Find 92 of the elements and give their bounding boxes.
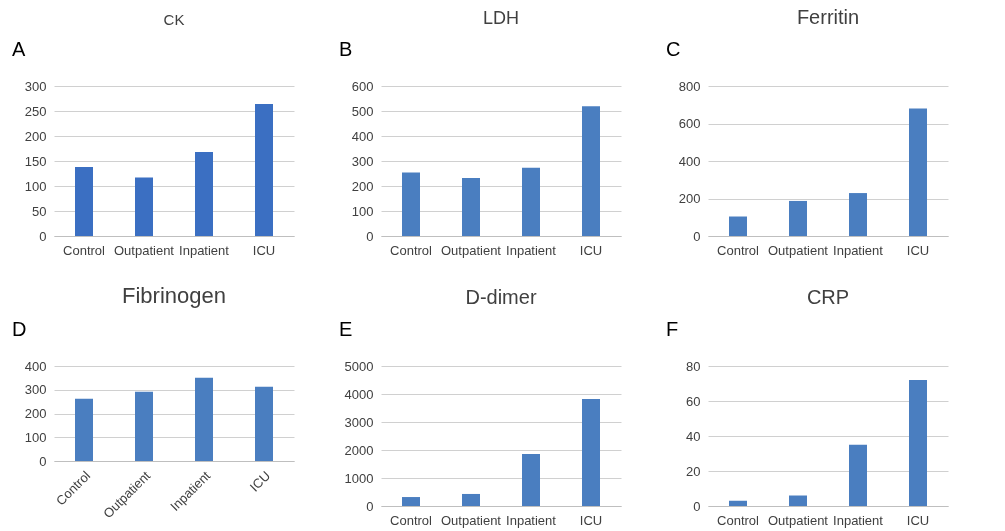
bar bbox=[789, 200, 807, 236]
x-tick-label: ICU bbox=[579, 512, 603, 528]
y-tick-label: 600 bbox=[351, 78, 374, 94]
chart-title: CRP bbox=[806, 286, 850, 308]
bar bbox=[195, 377, 213, 461]
y-tick-label: 300 bbox=[24, 382, 47, 398]
x-tick-label: ICU bbox=[252, 242, 276, 258]
y-tick-label: 4000 bbox=[344, 386, 374, 402]
chart-title: D-dimer bbox=[465, 286, 537, 308]
x-tick-label: Inpatient bbox=[506, 242, 557, 258]
bar bbox=[135, 177, 153, 236]
x-tick-label: Control bbox=[390, 242, 433, 258]
bar bbox=[789, 495, 807, 506]
x-tick-label: Outpatient bbox=[441, 512, 502, 528]
chart-title: Ferritin bbox=[796, 6, 860, 28]
x-tick-label: ICU bbox=[906, 512, 930, 528]
y-tick-label: 400 bbox=[24, 358, 47, 374]
x-tick-label: Control bbox=[717, 242, 760, 258]
text: D bbox=[12, 318, 27, 340]
y-tick-label: 40 bbox=[686, 428, 701, 444]
y-tick-label: 3000 bbox=[344, 414, 374, 430]
bar bbox=[909, 380, 927, 506]
text: E bbox=[339, 318, 353, 340]
y-tick-label: 100 bbox=[24, 429, 47, 445]
y-tick-label: 100 bbox=[351, 203, 374, 219]
bar bbox=[462, 493, 480, 506]
bar bbox=[135, 391, 153, 461]
y-tick-label: 50 bbox=[32, 203, 47, 219]
y-tick-label: 0 bbox=[693, 498, 701, 514]
y-tick-label: 5000 bbox=[344, 358, 374, 374]
x-tick-label: Control bbox=[63, 242, 106, 258]
bar bbox=[402, 497, 420, 506]
x-tick-label: Outpatient bbox=[114, 242, 175, 258]
bar bbox=[582, 399, 600, 506]
y-tick-label: 500 bbox=[351, 103, 374, 119]
y-tick-label: 200 bbox=[24, 406, 47, 421]
x-tick-label: ICU bbox=[246, 468, 274, 495]
y-tick-label: 20 bbox=[686, 463, 701, 479]
y-tick-label: 0 bbox=[366, 228, 374, 244]
y-tick-label: 0 bbox=[366, 498, 374, 514]
bar bbox=[849, 193, 867, 236]
text: B bbox=[339, 38, 353, 60]
y-tick-label: 600 bbox=[678, 116, 701, 131]
bar bbox=[522, 167, 540, 236]
x-tick-label: Outpatient bbox=[768, 512, 829, 528]
y-tick-label: 60 bbox=[686, 393, 701, 409]
text: F bbox=[666, 318, 679, 340]
chart-title: CK bbox=[163, 11, 185, 28]
y-tick-label: 200 bbox=[351, 178, 374, 194]
text: C bbox=[666, 38, 681, 60]
y-tick-label: 200 bbox=[24, 128, 47, 144]
bar bbox=[582, 106, 600, 236]
bar bbox=[255, 386, 273, 461]
y-tick-label: 300 bbox=[24, 78, 47, 94]
y-tick-label: 400 bbox=[351, 128, 374, 144]
x-tick-label: Inpatient bbox=[833, 512, 884, 528]
y-tick-label: 200 bbox=[678, 191, 701, 206]
y-tick-label: 0 bbox=[39, 453, 47, 469]
bar bbox=[462, 178, 480, 236]
x-tick-label: Inpatient bbox=[833, 242, 884, 258]
bar bbox=[909, 108, 927, 236]
bar bbox=[75, 167, 93, 236]
text: A bbox=[12, 38, 26, 60]
y-tick-label: 2000 bbox=[344, 442, 374, 458]
x-tick-label: Inpatient bbox=[506, 512, 557, 528]
y-tick-label: 0 bbox=[693, 228, 701, 244]
x-tick-label: ICU bbox=[579, 242, 603, 258]
x-tick-label: Inpatient bbox=[179, 242, 230, 258]
bar bbox=[75, 398, 93, 461]
bar bbox=[522, 453, 540, 506]
y-tick-label: 150 bbox=[24, 153, 47, 169]
y-tick-label: 400 bbox=[678, 153, 701, 169]
bar bbox=[729, 216, 747, 236]
y-tick-label: 250 bbox=[24, 103, 47, 119]
x-tick-label: Control bbox=[390, 512, 433, 528]
x-tick-label: Outpatient bbox=[441, 242, 502, 258]
chart-title: Fibrinogen bbox=[122, 283, 226, 308]
y-tick-label: 80 bbox=[686, 358, 701, 374]
bar bbox=[849, 444, 867, 506]
x-tick-label: Outpatient bbox=[768, 242, 829, 258]
bar bbox=[195, 152, 213, 236]
chart-title: LDH bbox=[482, 8, 520, 28]
x-tick-label: ICU bbox=[906, 242, 930, 258]
x-tick-label: Control bbox=[717, 512, 760, 528]
bar bbox=[729, 500, 747, 506]
y-tick-label: 100 bbox=[24, 178, 47, 194]
y-tick-label: 800 bbox=[678, 78, 701, 94]
y-tick-label: 0 bbox=[39, 228, 47, 244]
y-tick-label: 300 bbox=[351, 153, 374, 169]
bar bbox=[255, 104, 273, 236]
y-tick-label: 1000 bbox=[344, 470, 374, 486]
bar bbox=[402, 172, 420, 236]
